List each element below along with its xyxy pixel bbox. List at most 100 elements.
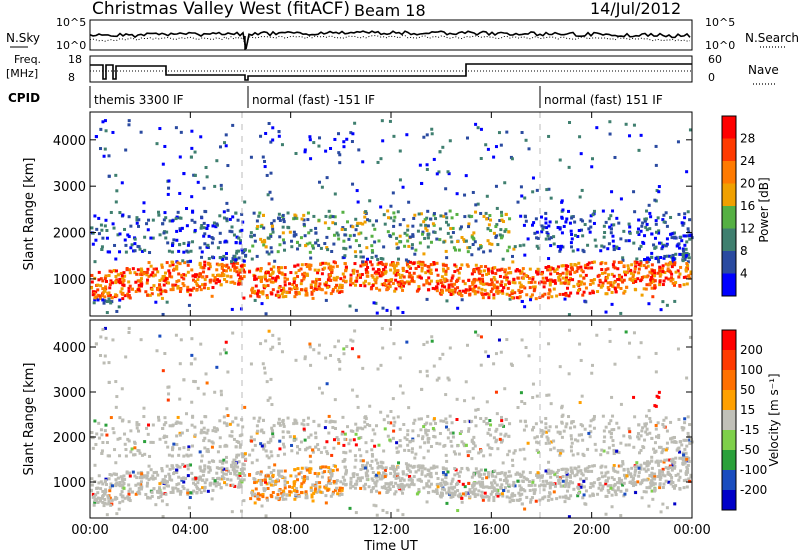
power-cell (589, 225, 593, 229)
velocity-cell (663, 458, 667, 462)
power-cell (652, 243, 656, 247)
power-cell (186, 260, 190, 264)
power-cell (596, 290, 600, 294)
power-cell (523, 215, 527, 219)
power-cell (474, 263, 478, 267)
power-cell (332, 233, 336, 237)
velocity-cell (215, 365, 219, 369)
velocity-cell (243, 473, 247, 477)
power-cell (401, 185, 405, 189)
velocity-cell (359, 486, 363, 490)
velocity-cell (547, 429, 551, 433)
power-cell (681, 259, 685, 263)
velocity-cell (449, 431, 453, 435)
velocity-cell (573, 474, 577, 478)
colorbar-frame (721, 115, 737, 297)
velocity-cell (289, 474, 293, 478)
velocity-cell (393, 472, 397, 476)
velocity-cell (305, 446, 309, 450)
power-cell (688, 237, 692, 241)
velocity-cell (640, 496, 644, 500)
power-cell (513, 291, 517, 295)
power-cell (463, 193, 467, 197)
power-cell (529, 295, 533, 299)
power-cell (187, 303, 191, 307)
power-cell (175, 279, 179, 283)
power-cell (489, 218, 493, 222)
velocity-cell (376, 367, 380, 371)
power-cell (528, 286, 532, 290)
velocity-cell (107, 496, 111, 500)
power-cell (174, 217, 178, 221)
velocity-cell (552, 490, 556, 494)
power-cell (435, 237, 439, 241)
velocity-cell (101, 494, 105, 498)
velocity-cell (406, 443, 410, 447)
power-cell (366, 218, 370, 222)
power-cell (262, 284, 266, 288)
power-cell (234, 241, 238, 245)
velocity-cell (522, 475, 526, 479)
velocity-cell (355, 394, 359, 398)
power-cell (167, 179, 171, 183)
velocity-cell (457, 474, 461, 478)
velocity-cell (239, 485, 243, 489)
power-cell (639, 279, 643, 283)
velocity-cell (134, 492, 138, 496)
velocity-cell (571, 471, 575, 475)
velocity-cell (418, 370, 422, 374)
power-cell (277, 130, 281, 134)
power-cell (198, 262, 202, 266)
power-cell (582, 290, 586, 294)
power-cell (650, 275, 654, 279)
velocity-cell (271, 432, 275, 436)
power-cell (513, 281, 517, 285)
power-cell (127, 235, 131, 239)
nsearch-series (89, 35, 691, 50)
velocity-cell (592, 481, 596, 485)
velocity-cell (178, 362, 182, 366)
velocity-cell (477, 480, 481, 484)
power-cell (361, 255, 365, 259)
power-cell (450, 288, 454, 292)
power-cell (295, 216, 299, 220)
power-cell (182, 277, 186, 281)
power-cell (429, 217, 433, 221)
power-cell (208, 265, 212, 269)
power-cell (317, 218, 321, 222)
power-cell (639, 244, 643, 248)
power-cell (660, 247, 664, 251)
power-cell (94, 295, 98, 299)
power-cell (93, 298, 97, 302)
cpid-segment-2: normal (fast) -151 IF (252, 93, 375, 107)
power-cell (564, 264, 568, 268)
velocity-cell (110, 484, 114, 488)
power-cell (181, 259, 185, 263)
power-cell (110, 270, 114, 274)
velocity-cell (237, 460, 241, 464)
velocity-cell (435, 489, 439, 493)
colorbar-tick-label: 12 (740, 222, 755, 236)
power-cell (122, 271, 126, 275)
power-cell (632, 123, 636, 127)
velocity-cell (651, 497, 655, 501)
power-cell (303, 148, 307, 152)
velocity-cell (412, 475, 416, 479)
power-cell (210, 294, 214, 298)
velocity-cell (440, 487, 444, 491)
power-cell (269, 273, 273, 277)
velocity-cell (328, 477, 332, 481)
velocity-cell (450, 444, 454, 448)
power-cell (568, 276, 572, 280)
velocity-cell (500, 483, 504, 487)
power-cell (236, 261, 240, 265)
velocity-cell (472, 481, 476, 485)
velocity-cell (659, 476, 663, 480)
power-cell (478, 271, 482, 275)
power-cell (293, 214, 297, 218)
power-cell (496, 286, 500, 290)
power-cell (329, 278, 333, 282)
velocity-cell (306, 422, 310, 426)
velocity-cell (385, 490, 389, 494)
velocity-cell (531, 382, 535, 386)
